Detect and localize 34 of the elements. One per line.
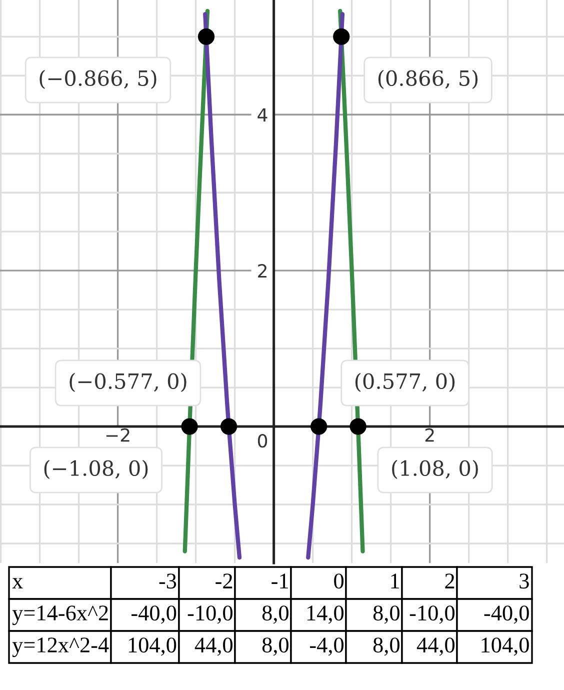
- annotation: (0.577, 0): [355, 372, 455, 392]
- text: 14,0: [307, 606, 344, 624]
- y-tick-label: 0: [258, 434, 268, 448]
- text: 104,0: [128, 638, 176, 656]
- text: 2: [445, 574, 454, 588]
- annotation: (−0.866, 5): [40, 70, 156, 89]
- text: 44,0: [194, 638, 232, 656]
- text: -10,0: [188, 606, 232, 624]
- text: y=12x^2-4: [12, 638, 109, 658]
- text: -3: [159, 574, 176, 589]
- text: y=14-6x^2: [12, 606, 108, 626]
- annotation: (1.08, 0): [392, 460, 478, 479]
- text: 0: [334, 574, 344, 589]
- text: 8,0: [262, 606, 288, 624]
- annotation: (−1.08, 0): [44, 460, 148, 479]
- text: x: [12, 578, 23, 588]
- text: 104,0: [482, 638, 529, 656]
- text: -1: [272, 574, 288, 588]
- text: -4,0: [310, 638, 344, 656]
- annotation: (−0.577, 0): [70, 372, 186, 392]
- y-tick-label: 4: [258, 108, 268, 122]
- text: 8,0: [373, 606, 400, 624]
- text: 1: [391, 574, 399, 588]
- y-tick-label: 2: [258, 264, 266, 278]
- annotation: (0.866, 5): [378, 70, 478, 89]
- text: -40,0: [484, 606, 529, 624]
- text: -2: [216, 574, 232, 588]
- text: -10,0: [410, 606, 455, 624]
- text: -40,0: [132, 606, 176, 624]
- text: 8,0: [373, 638, 400, 656]
- text: 3: [520, 574, 529, 589]
- text: 44,0: [416, 638, 455, 656]
- text: 8,0: [262, 638, 288, 656]
- x-tick-label: −2: [106, 428, 130, 442]
